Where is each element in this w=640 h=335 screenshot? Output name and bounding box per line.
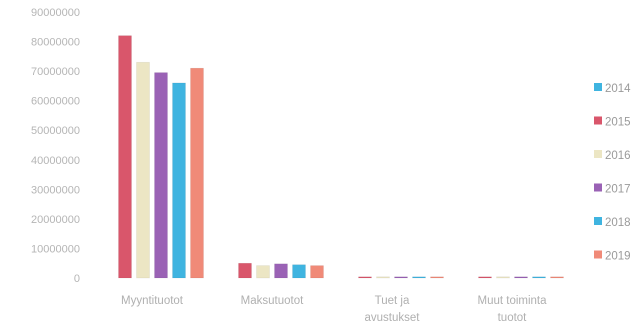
legend-label-2014: 2014: [605, 83, 631, 95]
bar-2019-0: [190, 67, 204, 279]
bar-2015-2: [358, 276, 372, 279]
legend-label-2017: 2017: [605, 184, 631, 196]
y-tick-label: 70000000: [31, 66, 80, 78]
x-axis: Myyntituotot Maksutuotot Tuet ja avustukset…: [121, 295, 547, 324]
legend-swatch-2017: [594, 183, 602, 192]
y-tick-label: 60000000: [31, 96, 80, 108]
y-tick-label: 30000000: [31, 184, 80, 196]
y-tick-label: 0: [74, 273, 80, 285]
y-tick-label: 50000000: [31, 125, 80, 137]
bar-2016-0: [136, 61, 150, 279]
bar-2018-0: [172, 82, 186, 279]
bar-2018-3: [532, 276, 546, 279]
legend-swatch-2019: [594, 250, 602, 259]
bar-2017-3: [514, 276, 528, 279]
legend: 2014 2015 2016 2017 2018 2019: [594, 83, 631, 263]
y-tick-label: 90000000: [31, 7, 80, 19]
legend-label-2019: 2019: [605, 251, 631, 263]
legend-label-2015: 2015: [605, 117, 631, 129]
legend-swatch-2014: [594, 83, 602, 91]
bar-2018-2: [412, 276, 426, 279]
y-tick-label: 10000000: [31, 243, 80, 255]
bar-2016-3: [496, 276, 510, 279]
y-tick-label: 80000000: [31, 37, 80, 49]
bars: [118, 35, 564, 279]
legend-swatch-2015: [594, 116, 602, 125]
bar-2015-3: [478, 276, 492, 279]
bar-2018-1: [292, 264, 306, 279]
bar-2019-1: [310, 265, 324, 279]
y-tick-label: 20000000: [31, 214, 80, 226]
x-category-label: tuotot: [498, 312, 528, 324]
bar-2015-1: [238, 262, 252, 279]
x-category-label: Maksutuotot: [241, 295, 304, 307]
bar-2016-1: [256, 265, 270, 279]
bar-2017-0: [154, 72, 168, 279]
bar-2019-2: [430, 276, 444, 279]
y-tick-label: 40000000: [31, 155, 80, 167]
x-category-label: Tuet ja: [375, 295, 410, 307]
bar-2017-2: [394, 276, 408, 279]
bar-2019-3: [550, 276, 564, 279]
bar-2017-1: [274, 263, 288, 279]
x-category-label: Myyntituotot: [121, 295, 184, 307]
x-category-label: Muut toiminta: [477, 295, 547, 307]
legend-swatch-2018: [594, 217, 602, 225]
y-axis: 0 10000000 20000000 30000000 40000000 5000000…: [31, 7, 80, 285]
legend-swatch-2016: [594, 150, 602, 158]
bar-2015-0: [118, 35, 132, 279]
x-category-label: avustukset: [365, 312, 421, 324]
legend-label-2016: 2016: [605, 150, 631, 162]
bar-2016-2: [376, 276, 390, 279]
legend-label-2018: 2018: [605, 217, 631, 229]
